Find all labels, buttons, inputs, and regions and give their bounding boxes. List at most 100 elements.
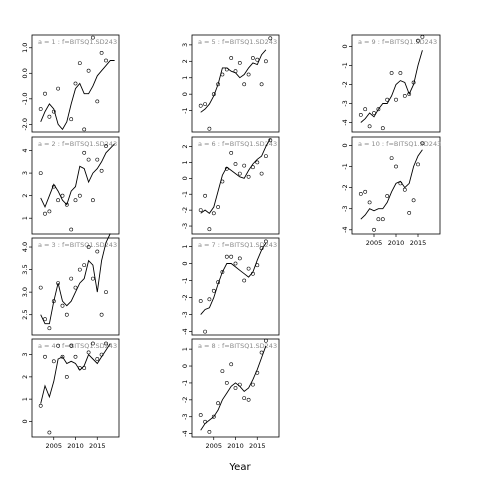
data-point <box>91 35 95 40</box>
series-line <box>40 343 111 404</box>
data-point <box>47 430 52 435</box>
panel-frame <box>31 136 120 235</box>
data-point <box>389 71 394 75</box>
data-point <box>229 56 234 60</box>
y-tick-label: 2 <box>181 59 189 63</box>
data-point <box>246 72 251 77</box>
x-tick-label: 2015 <box>410 239 427 247</box>
data-point <box>376 217 381 222</box>
panel-label: a = 3 : f=BITSQ1.SD243 <box>38 241 117 249</box>
data-point <box>73 285 78 290</box>
data-point <box>229 254 234 259</box>
y-tick-label: -3 <box>181 223 189 229</box>
y-tick-label: -1 <box>181 380 189 386</box>
data-point <box>104 290 108 295</box>
data-point <box>363 189 368 194</box>
panel-frame <box>351 136 441 235</box>
data-point <box>69 227 74 232</box>
y-tick-label: 0 <box>181 364 189 368</box>
data-point <box>237 256 242 261</box>
data-point <box>242 278 247 283</box>
data-point <box>255 57 260 62</box>
data-point <box>60 193 65 198</box>
y-tick-label: 0.0 <box>21 68 29 78</box>
data-point <box>220 179 225 184</box>
y-tick-label: -1.0 <box>21 92 29 105</box>
data-point <box>402 94 407 98</box>
data-point <box>224 166 229 171</box>
y-tick-label: 1 <box>21 397 29 401</box>
y-tick-label: -2.0 <box>21 118 29 131</box>
data-point <box>99 168 104 173</box>
data-point <box>250 382 255 387</box>
data-point <box>104 144 108 148</box>
data-point <box>233 69 238 74</box>
y-tick-label: 1 <box>181 160 189 164</box>
data-point <box>224 67 229 72</box>
data-point <box>233 386 238 390</box>
panel-label: a = 1 : f=BITSQ1.SD243 <box>38 38 117 46</box>
data-point <box>86 157 91 162</box>
data-point <box>43 211 47 216</box>
panel-frame <box>351 34 441 133</box>
y-tick-label: 3.0 <box>21 287 29 297</box>
data-point <box>203 102 208 107</box>
data-point <box>47 114 52 119</box>
data-point <box>216 205 221 209</box>
data-point <box>82 263 87 268</box>
data-point <box>237 382 242 387</box>
panel-frame <box>191 34 280 133</box>
data-point <box>242 82 247 87</box>
y-tick-label: 0 <box>181 176 189 180</box>
data-point <box>211 92 216 97</box>
series-line <box>200 345 267 431</box>
panel-label: a = 5 : f=BITSQ1.SD243 <box>198 38 277 46</box>
data-point <box>99 352 104 357</box>
y-tick-label: 1 <box>21 216 29 220</box>
data-point <box>51 299 56 304</box>
data-point <box>263 338 268 343</box>
data-point <box>198 413 203 417</box>
data-point <box>64 312 69 317</box>
panel-frame <box>191 338 280 438</box>
data-point <box>367 200 372 205</box>
data-point <box>82 127 87 132</box>
data-point <box>38 285 43 290</box>
data-point <box>233 162 238 166</box>
data-point <box>95 249 100 254</box>
data-point <box>263 59 268 64</box>
data-point <box>411 80 416 85</box>
x-tick-label: 2005 <box>205 442 222 450</box>
series-line <box>40 233 111 325</box>
data-point <box>38 171 43 176</box>
y-tick-label: 0 <box>181 261 189 265</box>
y-tick-label: -1 <box>181 277 189 283</box>
y-tick-label: -2 <box>181 397 189 403</box>
data-point <box>47 209 52 214</box>
y-tick-label: -3 <box>181 311 189 317</box>
data-point <box>416 38 420 43</box>
y-tick-label: 4 <box>21 148 29 152</box>
data-point <box>95 99 100 104</box>
data-point <box>99 51 104 55</box>
data-point <box>207 227 212 232</box>
data-point <box>268 138 273 143</box>
data-point <box>385 97 390 102</box>
data-point <box>38 107 43 111</box>
y-tick-label: 1 <box>181 76 189 80</box>
data-point <box>211 288 216 293</box>
data-point <box>69 276 74 281</box>
data-point <box>82 366 87 370</box>
data-point <box>73 354 78 359</box>
series-line <box>360 149 423 220</box>
data-point <box>203 329 208 334</box>
y-tick-label: -3 <box>181 413 189 419</box>
data-point <box>56 343 61 348</box>
data-point <box>211 414 216 419</box>
x-tick-label: 2015 <box>249 442 266 450</box>
data-point <box>51 359 56 364</box>
data-point <box>259 246 264 251</box>
y-tick-label: 1 <box>181 244 189 248</box>
y-tick-label: 0 <box>181 92 189 96</box>
data-point <box>95 157 100 162</box>
